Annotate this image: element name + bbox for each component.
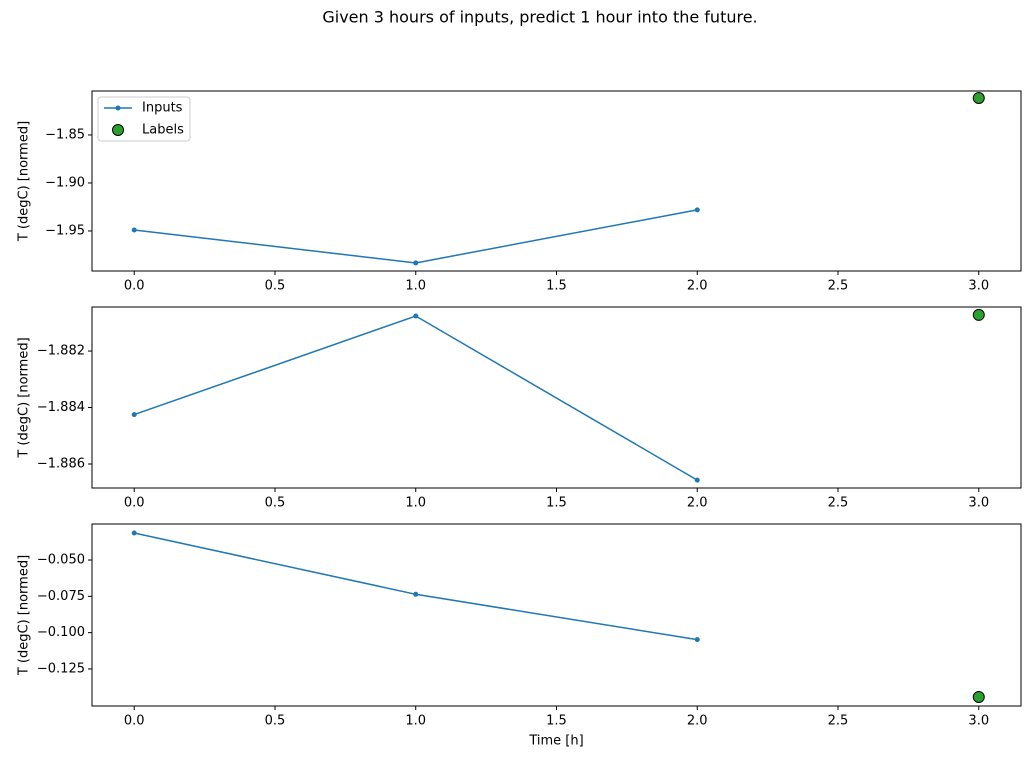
x-tick-label: 0.0	[124, 496, 145, 511]
label-point	[972, 308, 985, 321]
x-tick-label: 1.5	[546, 496, 567, 511]
x-tick-label: 2.5	[828, 279, 849, 294]
x-tick-label: 1.5	[546, 279, 567, 294]
label-point	[972, 690, 985, 703]
input-marker	[413, 260, 419, 266]
input-marker	[694, 637, 700, 643]
input-marker	[694, 477, 700, 483]
x-tick-label: 2.5	[828, 496, 849, 511]
x-tick-label: 3.0	[968, 714, 989, 729]
y-tick-label: −1.85	[45, 127, 85, 142]
y-tick-label: −0.050	[37, 553, 85, 568]
x-tick-label: 0.5	[265, 279, 286, 294]
y-axis-label: T (degC) [normed]	[17, 337, 32, 458]
x-tick-label: 3.0	[968, 496, 989, 511]
x-tick-label: 0.0	[124, 714, 145, 729]
y-tick-label: −1.884	[37, 400, 85, 415]
x-tick-label: 2.5	[828, 714, 849, 729]
x-tick-label: 1.0	[405, 279, 426, 294]
legend-marker	[115, 105, 121, 111]
x-tick-label: 0.5	[265, 496, 286, 511]
input-marker	[131, 227, 137, 233]
x-tick-label: 2.0	[687, 279, 708, 294]
x-tick-label: 3.0	[968, 279, 989, 294]
y-tick-label: −1.886	[37, 456, 85, 471]
legend-label: Labels	[142, 123, 184, 138]
y-tick-label: −0.100	[37, 625, 85, 640]
x-axis-label: Time [h]	[528, 734, 583, 749]
input-marker	[131, 412, 137, 418]
series-line	[133, 315, 698, 481]
y-axis-label: T (degC) [normed]	[17, 121, 32, 242]
y-tick-label: −1.90	[45, 175, 85, 190]
y-axis-label: T (degC) [normed]	[17, 555, 32, 676]
x-tick-label: 0.0	[124, 279, 145, 294]
x-tick-label: 0.5	[265, 714, 286, 729]
y-tick-label: −1.882	[37, 344, 85, 359]
label-point	[972, 92, 985, 105]
y-tick-label: −1.95	[45, 223, 85, 238]
x-tick-label: 1.0	[405, 496, 426, 511]
input-marker	[694, 207, 700, 213]
legend-marker	[112, 124, 124, 136]
axes-frame	[91, 90, 1022, 272]
input-marker	[413, 591, 419, 597]
input-marker	[413, 313, 419, 319]
x-tick-label: 2.0	[687, 714, 708, 729]
legend-label: Inputs	[142, 101, 183, 116]
series-line	[134, 209, 698, 264]
suptitle: Given 3 hours of inputs, predict 1 hour …	[322, 8, 757, 27]
x-tick-label: 1.5	[546, 714, 567, 729]
y-tick-label: −0.125	[37, 661, 85, 676]
axes-frame	[91, 523, 1022, 707]
x-tick-label: 2.0	[687, 496, 708, 511]
x-tick-label: 1.0	[405, 714, 426, 729]
input-marker	[131, 530, 137, 536]
y-tick-label: −0.075	[37, 589, 85, 604]
series-line	[134, 532, 698, 641]
